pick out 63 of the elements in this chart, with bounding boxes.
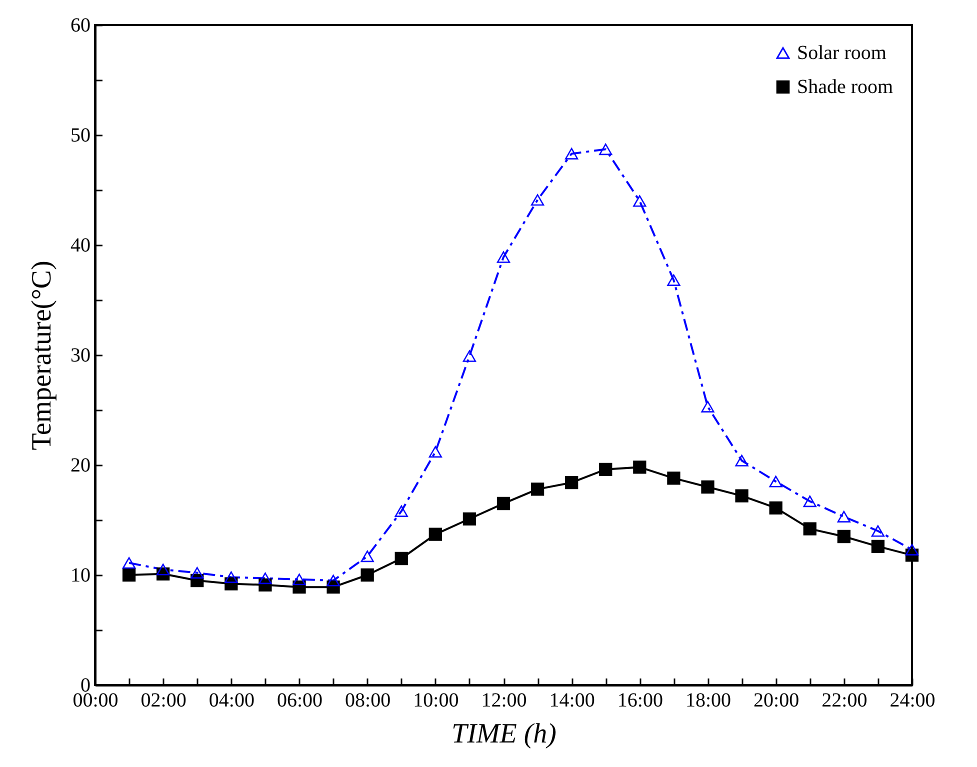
point	[769, 501, 782, 514]
point	[224, 571, 238, 583]
point	[667, 274, 680, 286]
point	[599, 144, 612, 156]
y-tick-label: 50	[70, 124, 90, 146]
y-tick-label: 30	[70, 344, 90, 366]
point	[837, 530, 850, 544]
x-tick-label: 04:00	[208, 690, 254, 712]
point	[599, 462, 612, 476]
point	[360, 568, 374, 582]
point	[394, 552, 408, 566]
y-tick-label: 40	[70, 234, 90, 256]
legend-label: Solar room	[797, 42, 887, 64]
point	[326, 574, 340, 586]
y-axis-title: Temperature(°C)	[26, 260, 58, 450]
point	[428, 528, 442, 541]
point	[394, 505, 408, 517]
y-tick-label: 10	[70, 564, 90, 586]
point	[565, 476, 578, 490]
point	[258, 572, 272, 584]
legend-label: Shade room	[797, 76, 894, 98]
x-axis-title: TIME (h)	[452, 718, 556, 750]
point	[803, 522, 816, 536]
x-tick-label: 06:00	[276, 690, 323, 712]
x-tick-label: 10:00	[413, 690, 459, 712]
point	[837, 510, 850, 522]
point	[122, 557, 136, 569]
x-tick-label: 16:00	[617, 690, 663, 712]
point	[190, 567, 204, 579]
point	[462, 350, 476, 362]
x-tick-label: 20:00	[754, 690, 800, 712]
point	[565, 148, 578, 160]
x-tick-label: 08:00	[345, 690, 391, 712]
point	[496, 496, 510, 510]
y-tick-label: 60	[70, 14, 90, 36]
point	[803, 496, 816, 508]
point	[530, 482, 544, 496]
point	[292, 574, 306, 586]
x-tick-label: 24:00	[890, 690, 936, 712]
point	[122, 568, 136, 582]
point	[905, 544, 919, 556]
x-tick-label: 18:00	[685, 690, 732, 712]
point	[156, 564, 170, 576]
point	[428, 446, 442, 458]
x-tick-label: 14:00	[549, 690, 595, 712]
x-tick-label: 12:00	[481, 690, 527, 712]
point	[701, 400, 714, 412]
point	[360, 550, 374, 562]
point	[871, 525, 885, 537]
point	[701, 480, 714, 494]
x-tick-label: 22:00	[822, 690, 868, 712]
point	[769, 476, 782, 488]
point	[462, 512, 476, 526]
point	[667, 472, 680, 485]
point	[735, 454, 748, 466]
point	[633, 195, 646, 207]
point	[633, 460, 646, 474]
point	[735, 489, 748, 502]
point	[496, 251, 510, 263]
y-tick-label: 20	[70, 454, 90, 476]
point	[871, 540, 885, 553]
point	[530, 194, 544, 206]
x-tick-label: 02:00	[140, 690, 186, 712]
